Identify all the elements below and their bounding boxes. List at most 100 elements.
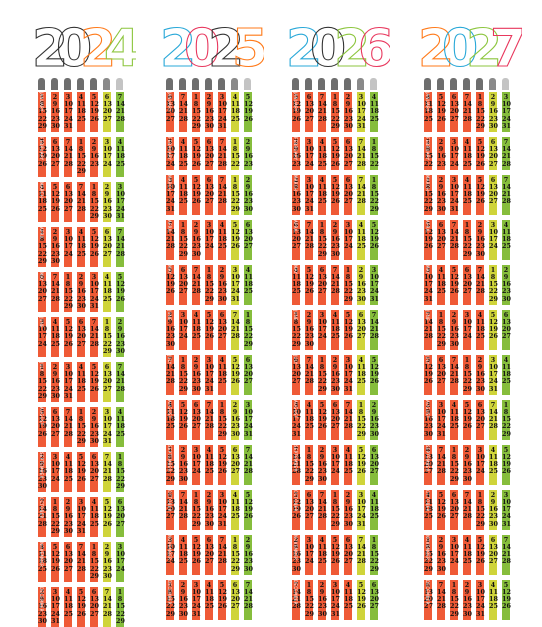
day-number: 4: [438, 265, 444, 274]
day-number: 21: [244, 595, 253, 604]
month-cell: [357, 354, 365, 395]
day-number: 26: [38, 429, 47, 438]
day-number: 20: [51, 152, 60, 161]
day-number: 4: [464, 535, 470, 544]
day-number: 15: [437, 325, 446, 334]
month-label: NOVEMBER: [166, 535, 173, 575]
day-number: 3: [451, 138, 457, 146]
day-number: 7: [219, 175, 225, 184]
month-label: AUGUST: [292, 400, 299, 440]
day-number: 7: [477, 265, 483, 274]
month-cell: [205, 264, 213, 305]
month-cell: [450, 174, 458, 215]
day-number: 10: [437, 408, 446, 416]
day-number: 27: [205, 557, 214, 566]
day-number: 1: [451, 580, 457, 589]
day-number: 9: [438, 543, 444, 551]
day-number: 18: [489, 460, 498, 469]
month-cell: [463, 489, 471, 530]
month-cell: [166, 264, 174, 305]
day-number: 17: [305, 190, 314, 199]
day-number: 13: [103, 370, 112, 379]
day-number: 24: [218, 114, 227, 123]
day-number: 4: [232, 490, 238, 499]
day-number: 24: [64, 114, 73, 123]
month-label: MAY: [166, 265, 173, 305]
month-cell: [305, 579, 313, 620]
day-number: 1: [219, 400, 225, 409]
weekday-column: [463, 78, 470, 610]
day-number: 24: [450, 197, 459, 206]
day-number: 13: [166, 100, 175, 109]
month-cell: [463, 92, 471, 132]
day-number: 28: [51, 294, 60, 303]
day-number: 21: [305, 235, 314, 244]
day-number: 10: [192, 453, 201, 461]
day-number: 30: [370, 429, 379, 438]
month-label: OCTOBER: [38, 497, 45, 537]
day-number: 13: [305, 498, 314, 506]
day-number: 4: [180, 175, 186, 184]
day-number: 21: [179, 505, 188, 514]
day-number: 15: [116, 467, 125, 476]
day-number: 29: [476, 519, 485, 528]
month-cell: [424, 399, 432, 440]
day-number: 22: [192, 512, 201, 521]
day-number: 31: [357, 121, 366, 130]
day-number: 6: [332, 400, 338, 409]
day-number: 12: [90, 100, 99, 109]
day-number: 29: [116, 616, 125, 625]
month-cell: [331, 92, 339, 132]
day-number: 27: [51, 429, 60, 438]
day-number: 30: [344, 519, 353, 528]
day-number: 2: [490, 490, 496, 499]
day-number: 23: [103, 564, 112, 573]
month-cell: [331, 264, 339, 305]
day-number: 22: [344, 287, 353, 296]
day-number: 1: [232, 535, 238, 544]
day-number: 4: [306, 400, 312, 409]
day-number: 21: [166, 370, 175, 379]
day-number: 8: [65, 280, 71, 289]
day-number: 16: [64, 512, 73, 521]
day-number: 31: [437, 429, 446, 438]
day-number: 14: [318, 498, 327, 506]
month-cell: [450, 219, 458, 260]
day-number: 3: [39, 318, 45, 326]
day-number: 7: [117, 363, 123, 371]
month-cell: [192, 579, 200, 620]
day-number: 3: [65, 93, 71, 101]
day-number: 3: [180, 310, 186, 319]
month-cell: [179, 534, 187, 575]
day-number: 26: [64, 339, 73, 348]
day-number: 28: [179, 512, 188, 521]
day-number: 15: [305, 460, 314, 469]
day-number: 2: [206, 93, 212, 101]
day-number: 8: [232, 145, 238, 154]
day-number: 19: [90, 242, 99, 251]
day-number: 31: [305, 204, 314, 213]
day-number: 28: [166, 242, 175, 251]
day-number: 16: [103, 197, 112, 206]
day-number: 25: [502, 242, 511, 251]
day-number: 15: [231, 550, 240, 559]
day-number: 27: [344, 557, 353, 566]
day-number: 1: [490, 265, 496, 274]
day-number: 6: [306, 490, 312, 499]
weekday-column: [103, 78, 110, 610]
day-number: 18: [179, 190, 188, 199]
day-number: 13: [116, 505, 125, 514]
day-number: 16: [244, 550, 253, 559]
month-name: SEPTEMBER: [39, 452, 44, 479]
day-number: 13: [51, 415, 60, 424]
day-number: 20: [103, 242, 112, 251]
day-number: 26: [370, 377, 379, 386]
day-number: 23: [90, 429, 99, 438]
day-number: 2: [464, 580, 470, 589]
weekday-column: [357, 78, 364, 610]
month-cell: [77, 542, 85, 582]
day-number: 25: [179, 197, 188, 206]
day-number: 12: [318, 408, 327, 416]
day-number: 22: [424, 159, 433, 168]
